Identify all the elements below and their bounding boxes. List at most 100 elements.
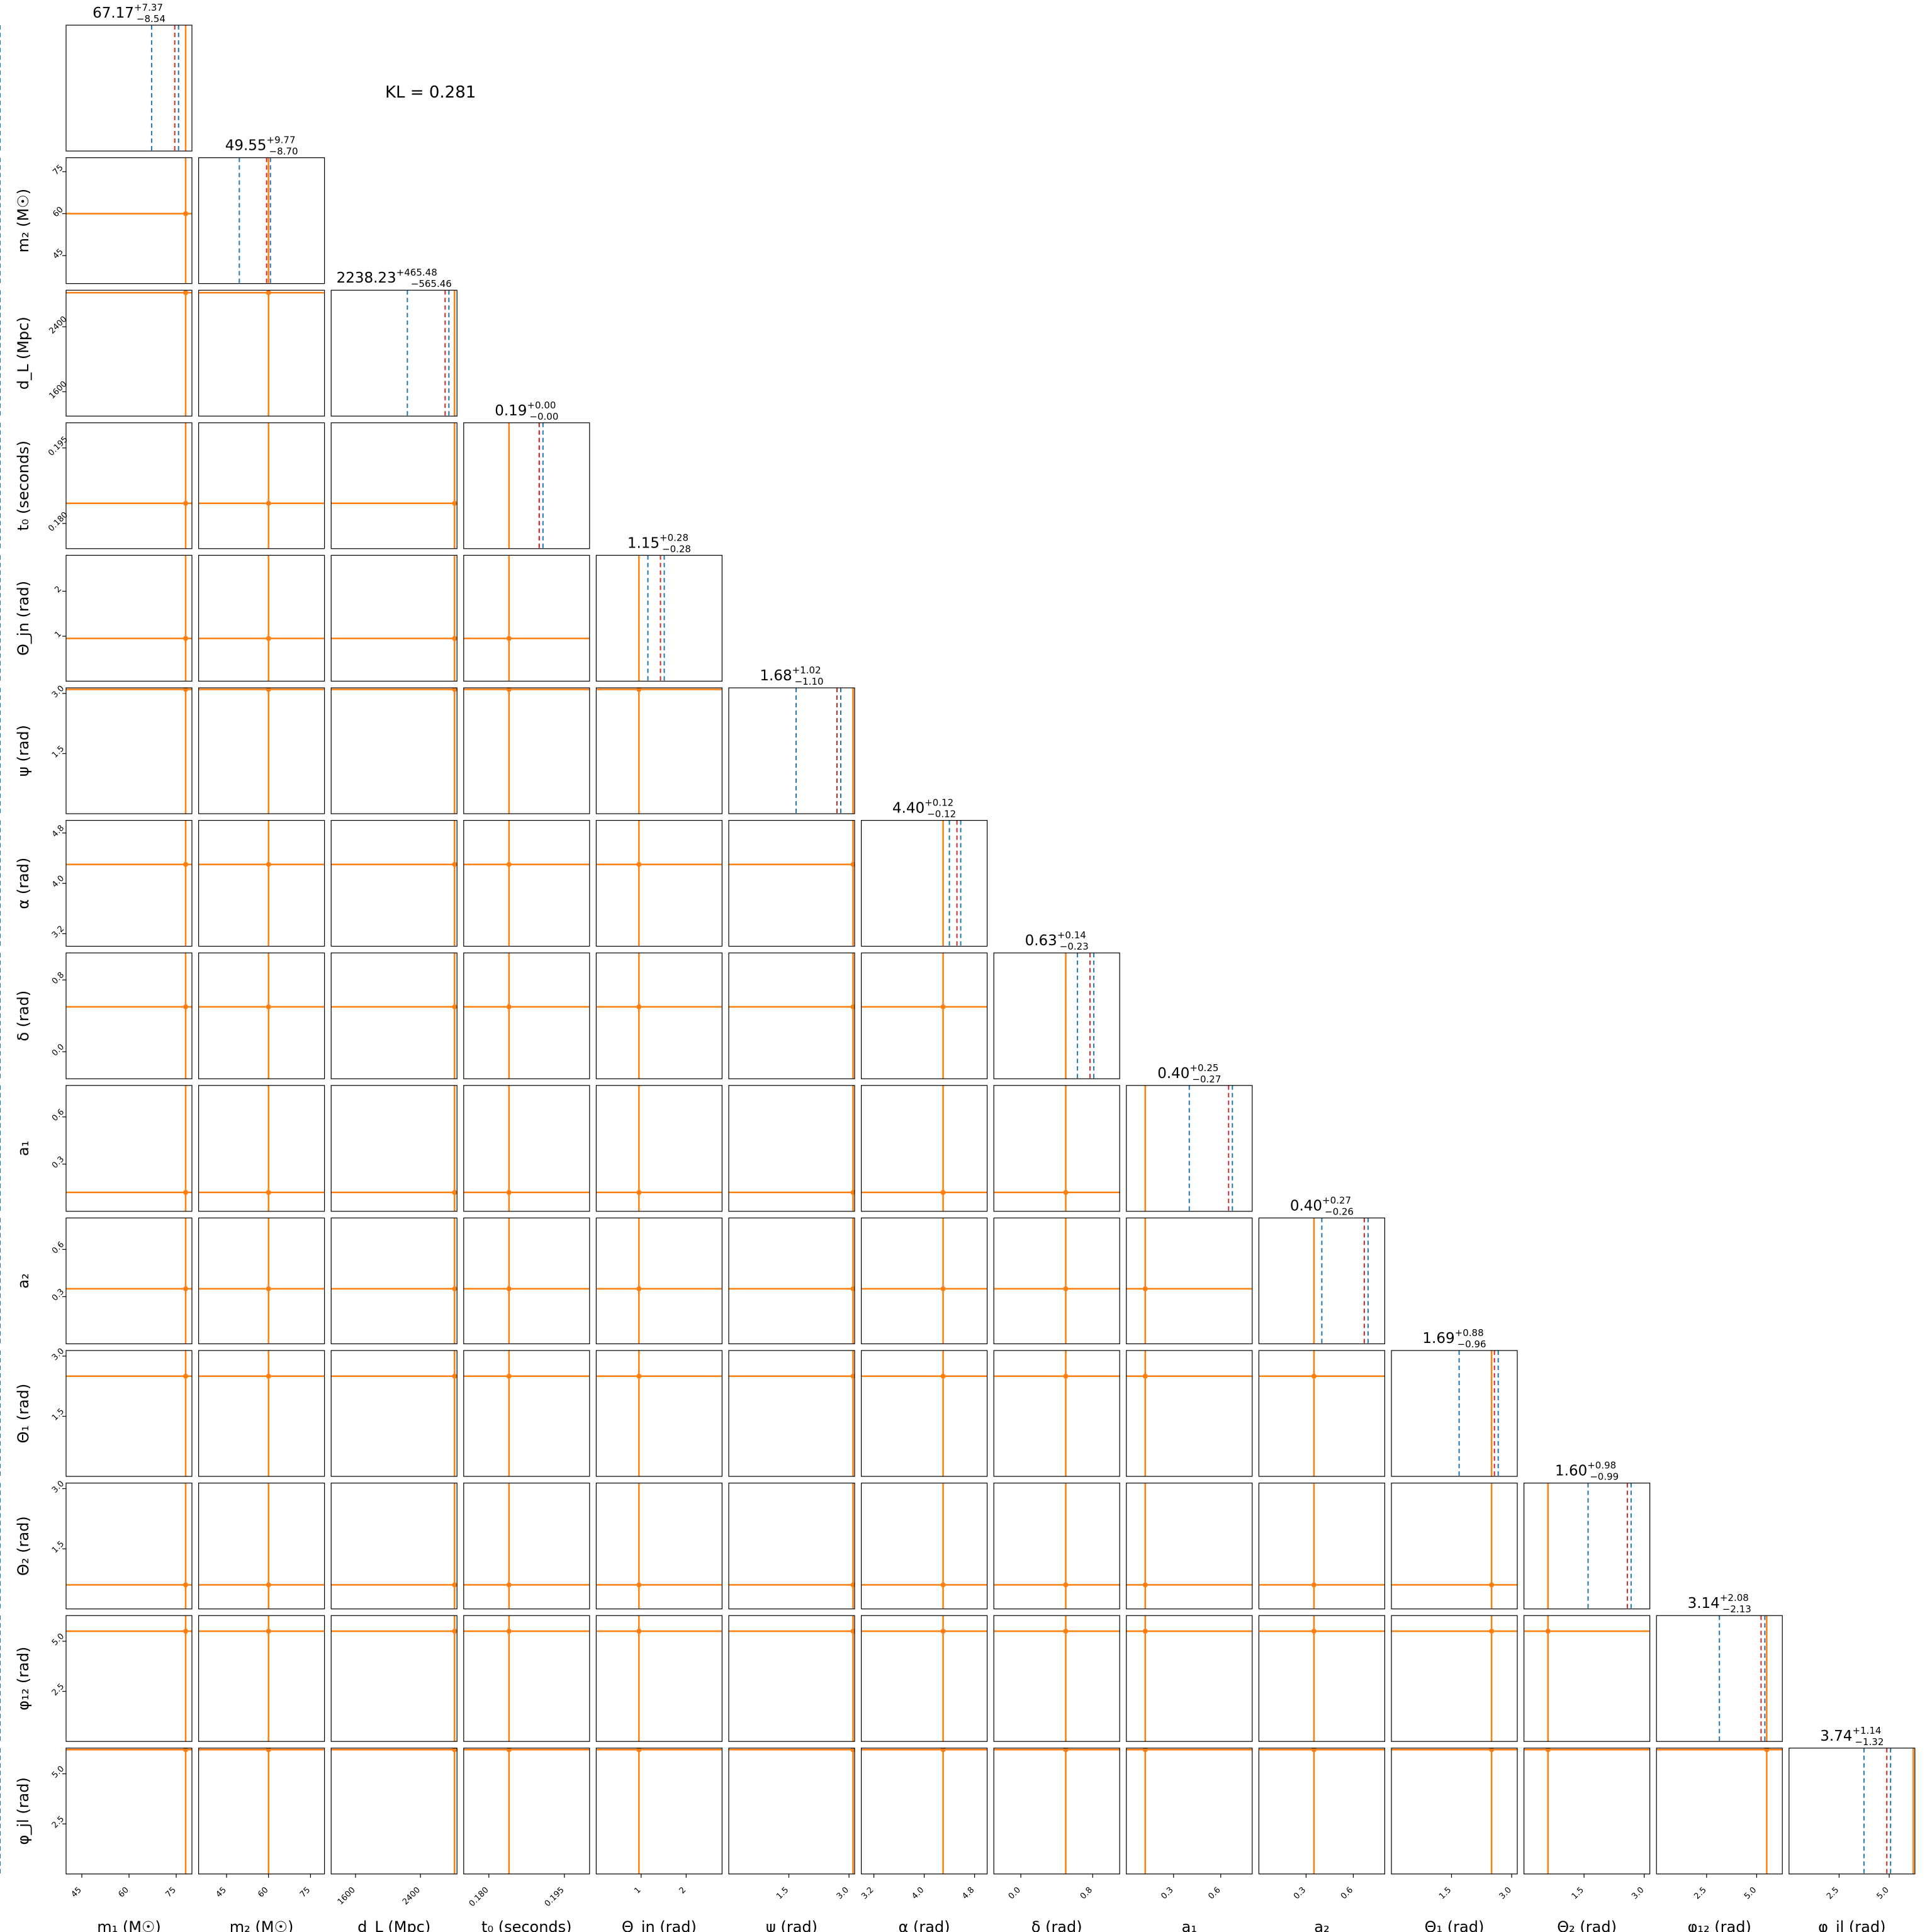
panel-10-7 bbox=[993, 1350, 1120, 1477]
panel-9-1 bbox=[198, 1217, 325, 1345]
y-axis-label-10: Θ₁ (rad) bbox=[14, 1384, 32, 1444]
truth-point bbox=[452, 1629, 458, 1634]
truth-point bbox=[452, 636, 458, 641]
y-axis-label-9: a₂ bbox=[14, 1273, 32, 1288]
panel-7-1 bbox=[198, 952, 325, 1079]
y-axis-label-13: φ_jl (rad) bbox=[14, 1777, 32, 1845]
panel-frame bbox=[1656, 1615, 1783, 1742]
title-minus: −1.10 bbox=[795, 676, 824, 687]
title-minus: −565.46 bbox=[411, 278, 452, 289]
panel-8-4 bbox=[595, 1085, 723, 1212]
panel-10-6 bbox=[860, 1350, 988, 1477]
truth-point bbox=[452, 1582, 458, 1588]
kl-annotation: KL = 0.281 bbox=[385, 83, 476, 102]
panel-11-1 bbox=[198, 1483, 325, 1610]
panel-frame bbox=[1524, 1483, 1651, 1610]
panel-13-7: 0.0 0.8δ (rad) bbox=[993, 1748, 1120, 1932]
truth-point bbox=[1142, 1286, 1148, 1291]
panel-frame bbox=[65, 1217, 193, 1345]
marginal-title-5: 1.68+1.02 −1.10 bbox=[760, 665, 823, 687]
y-axis-label-2: d_L (Mpc) bbox=[14, 317, 32, 390]
y-axis-label-5: ψ (rad) bbox=[14, 725, 32, 777]
truth-point bbox=[1063, 1629, 1069, 1634]
panel-12-6 bbox=[860, 1615, 988, 1742]
truth-point bbox=[183, 1629, 188, 1634]
truth-point bbox=[1063, 1373, 1069, 1379]
panel-13-4: 1 2Θ_jn (rad) bbox=[595, 1748, 723, 1932]
x-axis-label-3: t₀ (seconds) bbox=[481, 1918, 571, 1932]
panel-13-13: 3.74+1.14 −1.322.5 5.0φ_jl (rad) bbox=[0, 1725, 1916, 1932]
panel-frame bbox=[463, 1217, 590, 1345]
panel-frame bbox=[65, 1483, 193, 1610]
panel-frame bbox=[595, 1615, 723, 1742]
truth-point bbox=[452, 1373, 458, 1379]
panel-5-4 bbox=[595, 687, 723, 814]
panel-8-6 bbox=[860, 1085, 988, 1212]
truth-point bbox=[940, 1373, 946, 1379]
panel-frame bbox=[198, 157, 325, 284]
truth-point bbox=[1063, 1286, 1069, 1291]
panel-6-3 bbox=[463, 819, 590, 947]
panel-9-7 bbox=[993, 1217, 1120, 1345]
truth-point bbox=[636, 1582, 642, 1588]
title-minus: −0.96 bbox=[1457, 1339, 1486, 1350]
panel-13-6: 3.2 4.0 4.8α (rad) bbox=[860, 1748, 988, 1932]
panel-frame bbox=[595, 1350, 723, 1477]
panel-frame bbox=[463, 422, 590, 549]
panel-12-5 bbox=[728, 1615, 855, 1742]
truth-point bbox=[1489, 1629, 1495, 1634]
truth-point bbox=[266, 1373, 271, 1379]
panel-frame bbox=[198, 1615, 325, 1742]
panel-frame bbox=[330, 687, 458, 814]
panel-4-3 bbox=[463, 554, 590, 682]
panel-8-1 bbox=[198, 1085, 325, 1212]
title-minus: −0.12 bbox=[927, 809, 956, 820]
panel-12-11 bbox=[1524, 1615, 1651, 1742]
x-axis-label-4: Θ_jn (rad) bbox=[622, 1918, 697, 1932]
marginal-title-9: 0.40+0.27 −0.26 bbox=[1290, 1194, 1354, 1217]
panel-frame bbox=[330, 1615, 458, 1742]
truth-point bbox=[266, 862, 271, 867]
panel-frame bbox=[198, 1483, 325, 1610]
truth-point bbox=[940, 1582, 946, 1588]
panel-6-4 bbox=[595, 819, 723, 947]
panel-10-3 bbox=[463, 1350, 590, 1477]
truth-point bbox=[1142, 1373, 1148, 1379]
panel-10-9 bbox=[1258, 1350, 1386, 1477]
panel-8-2 bbox=[330, 1085, 458, 1212]
panel-11-8 bbox=[1126, 1483, 1253, 1610]
panel-11-3 bbox=[463, 1483, 590, 1610]
truth-point bbox=[850, 1748, 855, 1753]
panel-frame bbox=[595, 554, 723, 682]
truth-point bbox=[636, 1748, 642, 1753]
panel-9-4 bbox=[595, 1217, 723, 1345]
panel-frame bbox=[198, 289, 325, 417]
panel-6-5 bbox=[728, 819, 855, 947]
panel-4-1 bbox=[198, 554, 325, 682]
title-plus: +0.12 bbox=[924, 797, 953, 809]
panel-frame bbox=[463, 1350, 590, 1477]
truth-point bbox=[452, 1286, 458, 1291]
truth-point bbox=[183, 211, 188, 216]
panel-7-3 bbox=[463, 952, 590, 1079]
truth-point bbox=[452, 500, 458, 506]
truth-point bbox=[506, 688, 512, 692]
panel-3-2 bbox=[330, 422, 458, 549]
panel-frame bbox=[728, 1085, 855, 1212]
truth-point bbox=[940, 1629, 946, 1634]
panel-8-7 bbox=[993, 1085, 1120, 1212]
truth-point bbox=[506, 1286, 512, 1291]
panel-9-6 bbox=[860, 1217, 988, 1345]
panel-frame bbox=[65, 157, 193, 284]
truth-point bbox=[636, 1373, 642, 1379]
panel-7-6 bbox=[860, 952, 988, 1079]
marginal-title-13: 3.74+1.14 −1.32 bbox=[1820, 1725, 1884, 1748]
panel-frame bbox=[728, 819, 855, 947]
panel-frame bbox=[860, 1615, 988, 1742]
truth-point bbox=[183, 688, 188, 692]
truth-point bbox=[506, 1582, 512, 1588]
panel-frame bbox=[198, 1085, 325, 1212]
panel-frame bbox=[993, 952, 1120, 1079]
panel-11-0: 1.53.0Θ₂ (rad) bbox=[14, 1479, 193, 1610]
